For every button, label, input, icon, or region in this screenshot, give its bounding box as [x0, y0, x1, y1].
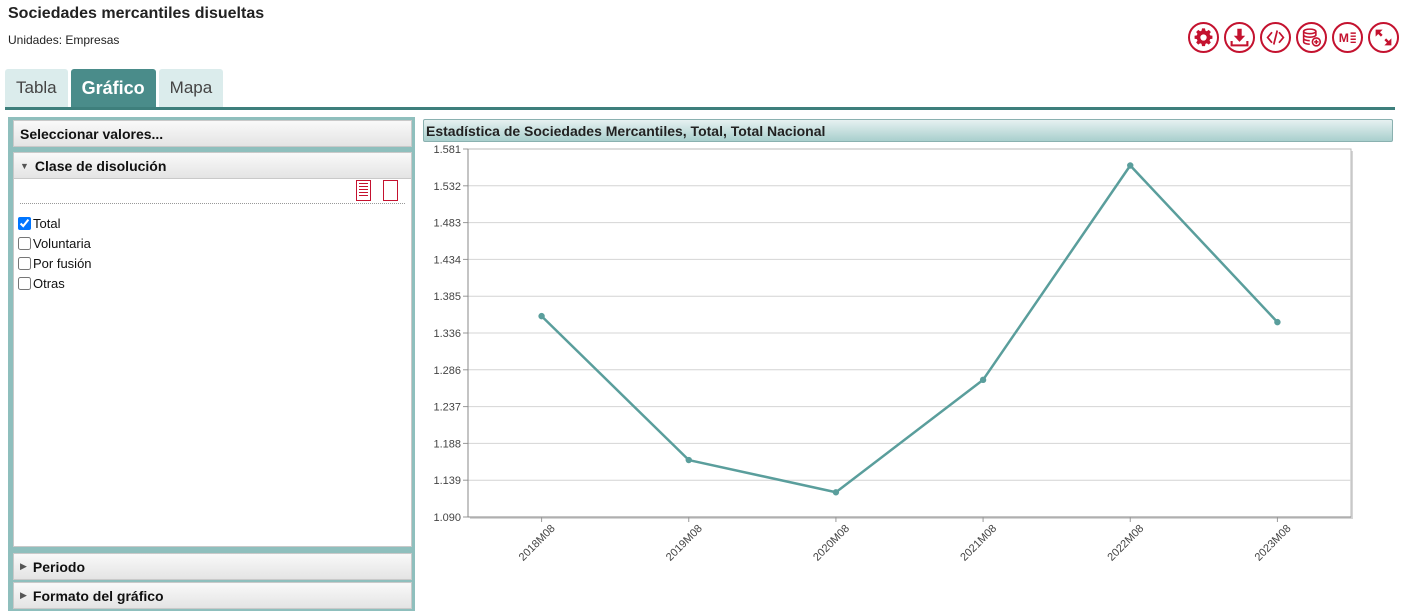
data-point	[1274, 318, 1281, 326]
y-tick-label: 1.336	[433, 328, 461, 340]
option-por-fusion-checkbox[interactable]	[18, 256, 31, 270]
selection-panel: Seleccionar valores... ▼ Clase de disolu…	[8, 117, 415, 611]
line-chart: 1.090 1.139 1.188 1.237 1.286 1.336 1.385 1.434…	[433, 144, 1353, 564]
database-add-icon	[1302, 28, 1322, 47]
download-icon	[1230, 28, 1249, 47]
y-tick-label: 1.385	[433, 291, 461, 303]
selection-tools	[20, 179, 405, 204]
toolbar: M	[1188, 22, 1399, 53]
metadata-icon: M	[1339, 31, 1356, 45]
y-tick-label: 1.483	[433, 218, 461, 230]
settings-button[interactable]	[1188, 22, 1219, 53]
y-tick-label: 1.139	[433, 475, 461, 487]
data-point	[538, 312, 545, 320]
option-label: Voluntaria	[33, 235, 91, 251]
y-tick-label: 1.434	[433, 254, 461, 266]
select-none-icon[interactable]	[383, 180, 398, 201]
period-accordion-label: Periodo	[32, 558, 86, 575]
class-accordion-body: Total Voluntaria Por fusión Otras	[13, 179, 412, 547]
units-label: Unidades: Empresas	[8, 33, 120, 47]
svg-text:M: M	[1339, 31, 1349, 45]
option-otras[interactable]: Otras	[18, 273, 411, 293]
x-tick-label: 2021M08	[958, 523, 999, 564]
select-all-icon[interactable]	[356, 180, 371, 201]
x-tick-label: 2022M08	[1105, 523, 1146, 564]
option-label: Total	[33, 215, 61, 231]
option-label: Por fusión	[33, 255, 92, 271]
view-tabs: Tabla Gráfico Mapa	[5, 69, 224, 107]
y-tick-label: 1.188	[433, 438, 461, 450]
tab-divider	[5, 107, 1395, 110]
embed-code-button[interactable]	[1260, 22, 1291, 53]
option-voluntaria[interactable]: Voluntaria	[18, 233, 411, 253]
x-tick-label: 2019M08	[664, 523, 705, 564]
caret-down-icon: ▼	[20, 160, 29, 171]
tab-tabla[interactable]: Tabla	[5, 69, 68, 107]
option-total[interactable]: Total	[18, 213, 411, 233]
data-point	[832, 489, 840, 496]
select-values-header: Seleccionar valores...	[13, 120, 412, 147]
caret-right-icon: ▶	[20, 561, 27, 571]
data-point	[979, 376, 987, 384]
data-point	[685, 456, 692, 464]
data-point	[1127, 162, 1134, 169]
chart-area: Estadística de Sociedades Mercantiles, T…	[423, 119, 1393, 609]
format-accordion-label: Formato del gráfico	[32, 587, 164, 604]
class-accordion-header[interactable]: ▼ Clase de disolución	[13, 152, 412, 179]
x-tick-label: 2020M08	[811, 523, 852, 564]
tab-grafico[interactable]: Gráfico	[70, 69, 156, 107]
period-accordion-header[interactable]: ▶ Periodo	[13, 553, 412, 580]
option-label: Otras	[33, 275, 65, 291]
caret-right-icon: ▶	[20, 590, 27, 600]
expand-button[interactable]	[1368, 22, 1399, 53]
option-por-fusion[interactable]: Por fusión	[18, 253, 411, 273]
chart-title: Estadística de Sociedades Mercantiles, T…	[423, 119, 1393, 142]
y-tick-label: 1.581	[433, 144, 461, 156]
options-list: Total Voluntaria Por fusión Otras	[14, 204, 411, 293]
option-voluntaria-checkbox[interactable]	[18, 236, 31, 250]
y-tick-label: 1.237	[433, 402, 461, 414]
y-tick-label: 1.090	[433, 512, 461, 524]
x-tick-label: 2018M08	[517, 523, 558, 564]
y-tick-label: 1.532	[433, 181, 461, 193]
option-total-checkbox[interactable]	[18, 216, 31, 230]
expand-icon	[1375, 29, 1392, 46]
page-title: Sociedades mercantiles disueltas	[8, 5, 265, 22]
database-button[interactable]	[1296, 22, 1327, 53]
tab-mapa[interactable]: Mapa	[158, 69, 224, 107]
download-button[interactable]	[1224, 22, 1255, 53]
format-accordion-header[interactable]: ▶ Formato del gráfico	[13, 582, 412, 609]
class-accordion-label: Clase de disolución	[34, 157, 167, 174]
settings-icon	[1194, 28, 1213, 47]
metadata-button[interactable]: M	[1332, 22, 1363, 53]
x-tick-label: 2023M08	[1253, 523, 1294, 564]
code-icon	[1266, 30, 1285, 45]
y-tick-label: 1.286	[433, 365, 461, 377]
option-otras-checkbox[interactable]	[18, 276, 31, 290]
series-line	[540, 164, 1279, 494]
